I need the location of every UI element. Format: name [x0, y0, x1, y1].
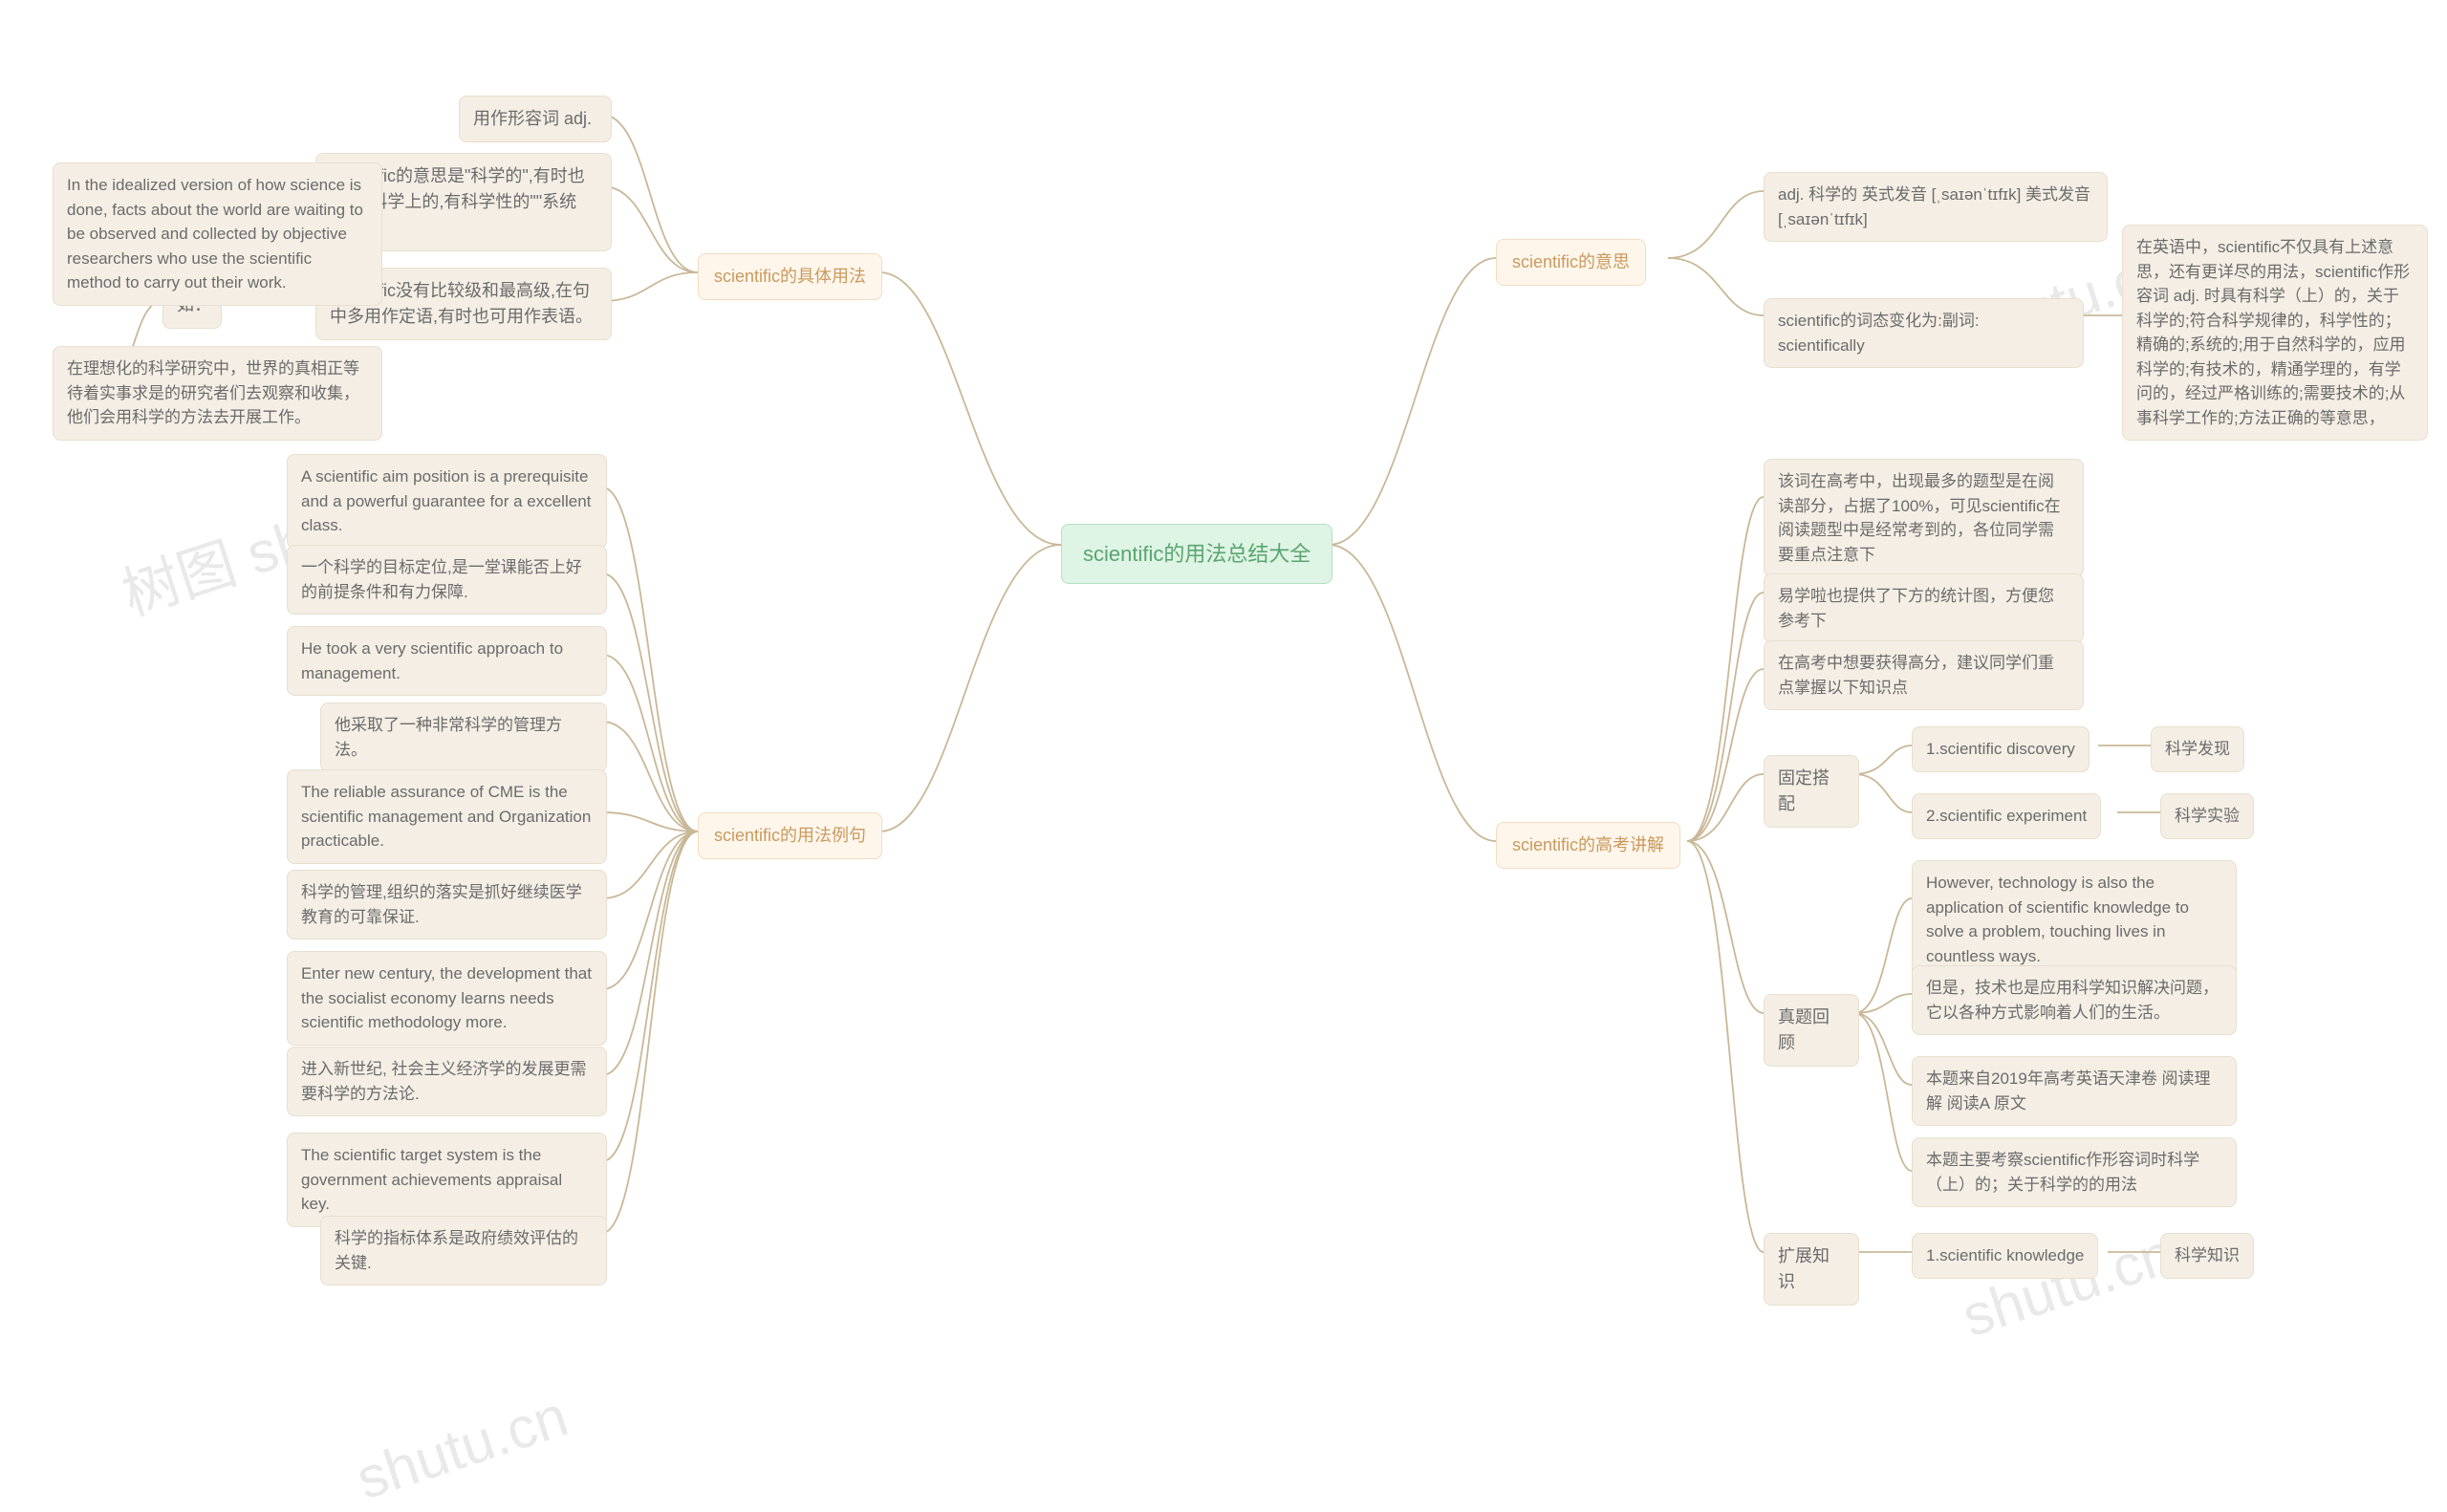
- leaf-gk-colloc-0k: 1.scientific discovery: [1912, 726, 2090, 772]
- leaf-sent-6: Enter new century, the development that …: [287, 951, 607, 1046]
- leaf-text: 科学实验: [2175, 807, 2240, 825]
- branch-meaning-label: scientific的意思: [1512, 252, 1630, 271]
- leaf-text: 科学知识: [2175, 1246, 2240, 1264]
- leaf-meaning-pron: adj. 科学的 英式发音 [ˌsaɪənˈtɪfɪk] 美式发音 [ˌsaɪə…: [1764, 172, 2108, 242]
- leaf-text: 进入新世纪, 社会主义经济学的发展更需要科学的方法论.: [301, 1060, 586, 1103]
- leaf-text: scientific的词态变化为:副词: scientifically: [1778, 312, 1980, 355]
- leaf-text: 他采取了一种非常科学的管理方法。: [335, 716, 562, 759]
- branch-usage-label: scientific的具体用法: [714, 267, 866, 286]
- leaf-text: 在英语中，scientific不仅具有上述意思，还有更详尽的用法，scienti…: [2136, 238, 2410, 427]
- leaf-gk-review-2: 本题来自2019年高考英语天津卷 阅读理解 阅读A 原文: [1912, 1056, 2237, 1126]
- leaf-sent-3: 他采取了一种非常科学的管理方法。: [320, 702, 607, 772]
- leaf-gk-review-1: 但是，技术也是应用科学知识解决问题，它以各种方式影响着人们的生活。: [1912, 965, 2237, 1035]
- leaf-usage-ex-1: 在理想化的科学研究中，世界的真相正等待着实事求是的研究者们去观察和收集，他们会用…: [53, 346, 382, 441]
- leaf-text: 该词在高考中，出现最多的题型是在阅读部分，占据了100%，可见scientifi…: [1778, 472, 2061, 564]
- leaf-usage-0: 用作形容词 adj.: [459, 96, 612, 142]
- root-label: scientific的用法总结大全: [1083, 542, 1310, 566]
- leaf-text: 2.scientific experiment: [1926, 807, 2087, 825]
- leaf-gk-extend-v: 科学知识: [2160, 1233, 2254, 1279]
- leaf-text: A scientific aim position is a prerequis…: [301, 467, 591, 534]
- leaf-text: Enter new century, the development that …: [301, 964, 592, 1031]
- leaf-sent-0: A scientific aim position is a prerequis…: [287, 454, 607, 549]
- branch-sentences: scientific的用法例句: [698, 812, 882, 859]
- leaf-text: 本题主要考察scientific作形容词时科学（上）的；关于科学的的用法: [1926, 1151, 2199, 1194]
- leaf-gk-extend: 扩展知识: [1764, 1233, 1859, 1306]
- leaf-gk-review-3: 本题主要考察scientific作形容词时科学（上）的；关于科学的的用法: [1912, 1137, 2237, 1207]
- leaf-text: The scientific target system is the gove…: [301, 1146, 562, 1213]
- leaf-text: 用作形容词 adj.: [473, 109, 592, 128]
- leaf-sent-4: The reliable assurance of CME is the sci…: [287, 769, 607, 864]
- leaf-text: 固定搭配: [1778, 768, 1830, 813]
- leaf-gk-colloc-1k: 2.scientific experiment: [1912, 793, 2101, 839]
- leaf-text: 科学的指标体系是政府绩效评估的关键.: [335, 1229, 578, 1272]
- leaf-text: 科学的管理,组织的落实是抓好继续医学教育的可靠保证.: [301, 883, 582, 926]
- branch-usage: scientific的具体用法: [698, 253, 882, 300]
- leaf-text: 在理想化的科学研究中，世界的真相正等待着实事求是的研究者们去观察和收集，他们会用…: [67, 359, 359, 426]
- leaf-gk-intro-0: 该词在高考中，出现最多的题型是在阅读部分，占据了100%，可见scientifi…: [1764, 459, 2084, 577]
- leaf-gk-colloc: 固定搭配: [1764, 755, 1859, 828]
- leaf-text: 一个科学的目标定位,是一堂课能否上好的前提条件和有力保障.: [301, 558, 582, 601]
- leaf-gk-intro-2: 在高考中想要获得高分，建议同学们重点掌握以下知识点: [1764, 640, 2084, 710]
- leaf-gk-colloc-1v: 科学实验: [2160, 793, 2254, 839]
- root-node: scientific的用法总结大全: [1061, 524, 1332, 584]
- leaf-sent-5: 科学的管理,组织的落实是抓好继续医学教育的可靠保证.: [287, 870, 607, 940]
- leaf-text: 1.scientific discovery: [1926, 740, 2075, 758]
- leaf-text: He took a very scientific approach to ma…: [301, 639, 563, 682]
- leaf-text: 易学啦也提供了下方的统计图，方便您参考下: [1778, 587, 2054, 630]
- leaf-sent-2: He took a very scientific approach to ma…: [287, 626, 607, 696]
- leaf-sent-9: 科学的指标体系是政府绩效评估的关键.: [320, 1216, 607, 1285]
- branch-gaokao-label: scientific的高考讲解: [1512, 835, 1664, 854]
- leaf-sent-7: 进入新世纪, 社会主义经济学的发展更需要科学的方法论.: [287, 1047, 607, 1116]
- leaf-text: 本题来自2019年高考英语天津卷 阅读理解 阅读A 原文: [1926, 1069, 2211, 1112]
- branch-meaning: scientific的意思: [1496, 239, 1646, 286]
- leaf-text: 真题回顾: [1778, 1007, 1830, 1052]
- leaf-gk-review-0: However, technology is also the applicat…: [1912, 860, 2237, 979]
- leaf-text: 科学发现: [2165, 740, 2230, 758]
- leaf-text: 在高考中想要获得高分，建议同学们重点掌握以下知识点: [1778, 654, 2054, 697]
- leaf-meaning-morph: scientific的词态变化为:副词: scientifically: [1764, 298, 2084, 368]
- leaf-gk-extend-k: 1.scientific knowledge: [1912, 1233, 2098, 1279]
- leaf-meaning-morph-detail: 在英语中，scientific不仅具有上述意思，还有更详尽的用法，scienti…: [2122, 225, 2428, 441]
- leaf-gk-colloc-0v: 科学发现: [2151, 726, 2244, 772]
- leaf-gk-intro-1: 易学啦也提供了下方的统计图，方便您参考下: [1764, 573, 2084, 643]
- leaf-text: However, technology is also the applicat…: [1926, 874, 2189, 965]
- leaf-text: 但是，技术也是应用科学知识解决问题，它以各种方式影响着人们的生活。: [1926, 979, 2219, 1022]
- leaf-text: adj. 科学的 英式发音 [ˌsaɪənˈtɪfɪk] 美式发音 [ˌsaɪə…: [1778, 185, 2090, 228]
- leaf-usage-ex-0: In the idealized version of how science …: [53, 162, 382, 306]
- leaf-sent-8: The scientific target system is the gove…: [287, 1133, 607, 1227]
- branch-sentences-label: scientific的用法例句: [714, 826, 866, 845]
- watermark: shutu.cn: [349, 1383, 575, 1512]
- branch-gaokao: scientific的高考讲解: [1496, 822, 1680, 869]
- leaf-text: In the idealized version of how science …: [67, 176, 363, 292]
- leaf-sent-1: 一个科学的目标定位,是一堂课能否上好的前提条件和有力保障.: [287, 545, 607, 615]
- leaf-text: 1.scientific knowledge: [1926, 1246, 2084, 1264]
- leaf-text: The reliable assurance of CME is the sci…: [301, 783, 591, 850]
- leaf-gk-review: 真题回顾: [1764, 994, 1859, 1067]
- leaf-text: 扩展知识: [1778, 1246, 1830, 1291]
